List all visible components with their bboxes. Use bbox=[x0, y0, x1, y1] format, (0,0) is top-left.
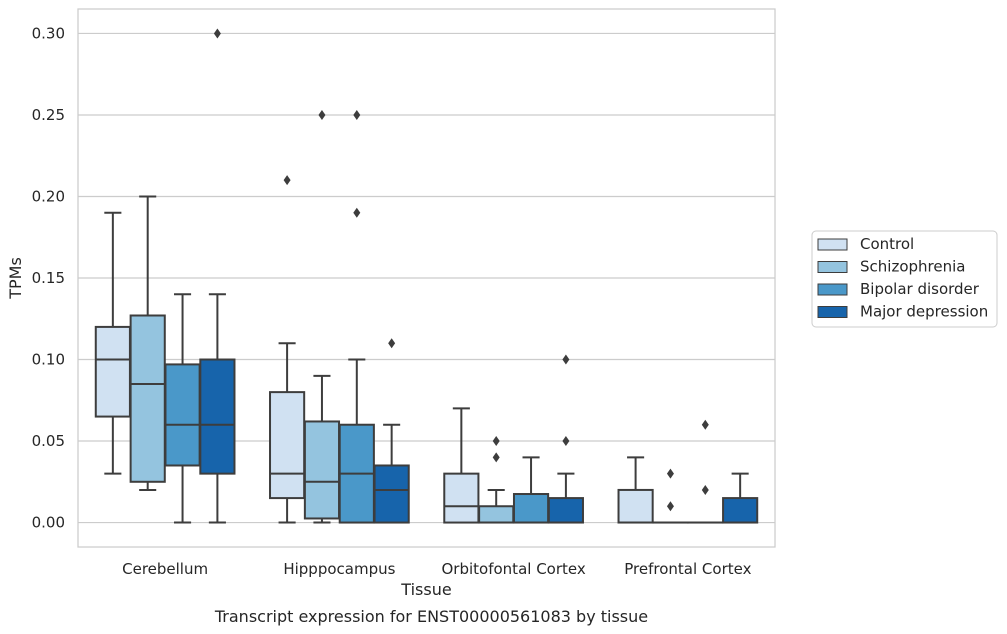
legend-frame bbox=[811, 230, 998, 328]
outlier-point bbox=[701, 419, 709, 430]
box-control-hipppocampus bbox=[269, 175, 306, 524]
legend-swatch bbox=[817, 306, 848, 318]
x-tick-label: Orbitofontal Cortex bbox=[442, 560, 586, 578]
outlier-point bbox=[666, 501, 674, 512]
box-bipolar-disorder-cerebellum bbox=[164, 293, 201, 524]
y-tick-label: 0.15 bbox=[32, 269, 65, 287]
legend-swatch bbox=[817, 283, 848, 296]
box-body bbox=[478, 505, 515, 524]
legend-label: Control bbox=[860, 235, 914, 253]
legend-item-control: Control bbox=[817, 235, 914, 253]
y-tick-label: 0.00 bbox=[32, 514, 65, 532]
box-schizophrenia-hipppocampus bbox=[303, 109, 341, 524]
box-body bbox=[443, 472, 480, 524]
legend-label: Schizophrenia bbox=[860, 258, 965, 276]
box-schizophrenia-cerebellum bbox=[129, 195, 166, 491]
box-control-orbitofontal-cortex bbox=[443, 407, 480, 524]
box-body bbox=[94, 325, 131, 418]
y-axis-ticks: 0.00 0.05 0.10 0.15 0.20 0.25 0.30 bbox=[32, 24, 65, 531]
box-body bbox=[373, 464, 410, 524]
box-control-cerebellum bbox=[94, 211, 131, 475]
outlier-point bbox=[492, 436, 500, 447]
outlier-point bbox=[701, 484, 709, 495]
outlier-point bbox=[283, 175, 291, 186]
box-major-depression-orbitofontal-cortex bbox=[547, 354, 584, 524]
box-body bbox=[512, 493, 550, 524]
outlier-point bbox=[213, 28, 221, 39]
box-body bbox=[199, 358, 236, 475]
legend-swatch bbox=[817, 261, 848, 273]
x-tick-label: Hipppocampus bbox=[283, 560, 395, 578]
outlier-point bbox=[562, 436, 570, 447]
legend-item-schizophrenia: Schizophrenia bbox=[817, 258, 965, 276]
outlier-point bbox=[318, 109, 326, 120]
box-bipolar-disorder-hipppocampus bbox=[338, 109, 375, 524]
y-tick-label: 0.05 bbox=[32, 432, 65, 450]
outlier-point bbox=[353, 109, 361, 120]
box-control-prefrontal-cortex bbox=[617, 456, 654, 524]
box-body bbox=[164, 363, 201, 467]
x-tick-label: Cerebellum bbox=[122, 560, 208, 578]
box-major-depression-prefrontal-cortex bbox=[722, 472, 759, 524]
box-major-depression-hipppocampus bbox=[373, 338, 410, 524]
y-axis-label: TPMs bbox=[6, 257, 25, 300]
box-body bbox=[303, 420, 341, 520]
box-body bbox=[617, 488, 654, 524]
box-major-depression-cerebellum bbox=[199, 28, 236, 524]
legend-label: Major depression bbox=[860, 303, 988, 321]
box-bipolar-disorder-prefrontal-cortex bbox=[687, 419, 724, 524]
plot-frame bbox=[77, 8, 776, 548]
legend-item-bipolar-disorder: Bipolar disorder bbox=[817, 280, 980, 298]
y-tick-label: 0.10 bbox=[32, 351, 65, 369]
outlier-point bbox=[562, 354, 570, 365]
box-plots bbox=[94, 28, 759, 524]
box-schizophrenia-prefrontal-cortex bbox=[652, 468, 689, 524]
box-body bbox=[269, 391, 306, 500]
box-schizophrenia-orbitofontal-cortex bbox=[478, 436, 515, 524]
legend-label: Bipolar disorder bbox=[860, 280, 980, 298]
box-body bbox=[722, 497, 759, 524]
outlier-point bbox=[492, 452, 500, 463]
y-tick-label: 0.20 bbox=[32, 187, 65, 205]
chart-title: Transcript expression for ENST0000056108… bbox=[214, 607, 648, 626]
x-tick-label: Prefrontal Cortex bbox=[624, 560, 751, 578]
x-axis-label: Tissue bbox=[400, 580, 451, 599]
x-axis-ticks: Cerebellum Hipppocampus Orbitofontal Corte… bbox=[122, 560, 751, 578]
legend: Control Schizophrenia Bipolar disorder Majo… bbox=[811, 230, 998, 328]
outlier-point bbox=[666, 468, 674, 479]
y-tick-label: 0.25 bbox=[32, 106, 65, 124]
legend-swatch bbox=[817, 238, 848, 251]
box-body bbox=[547, 497, 584, 524]
y-tick-label: 0.30 bbox=[32, 24, 65, 42]
box-bipolar-disorder-orbitofontal-cortex bbox=[512, 456, 550, 524]
legend-item-major-depression: Major depression bbox=[817, 303, 988, 321]
box-body bbox=[129, 314, 166, 483]
outlier-point bbox=[388, 338, 396, 349]
outlier-point bbox=[353, 207, 361, 218]
